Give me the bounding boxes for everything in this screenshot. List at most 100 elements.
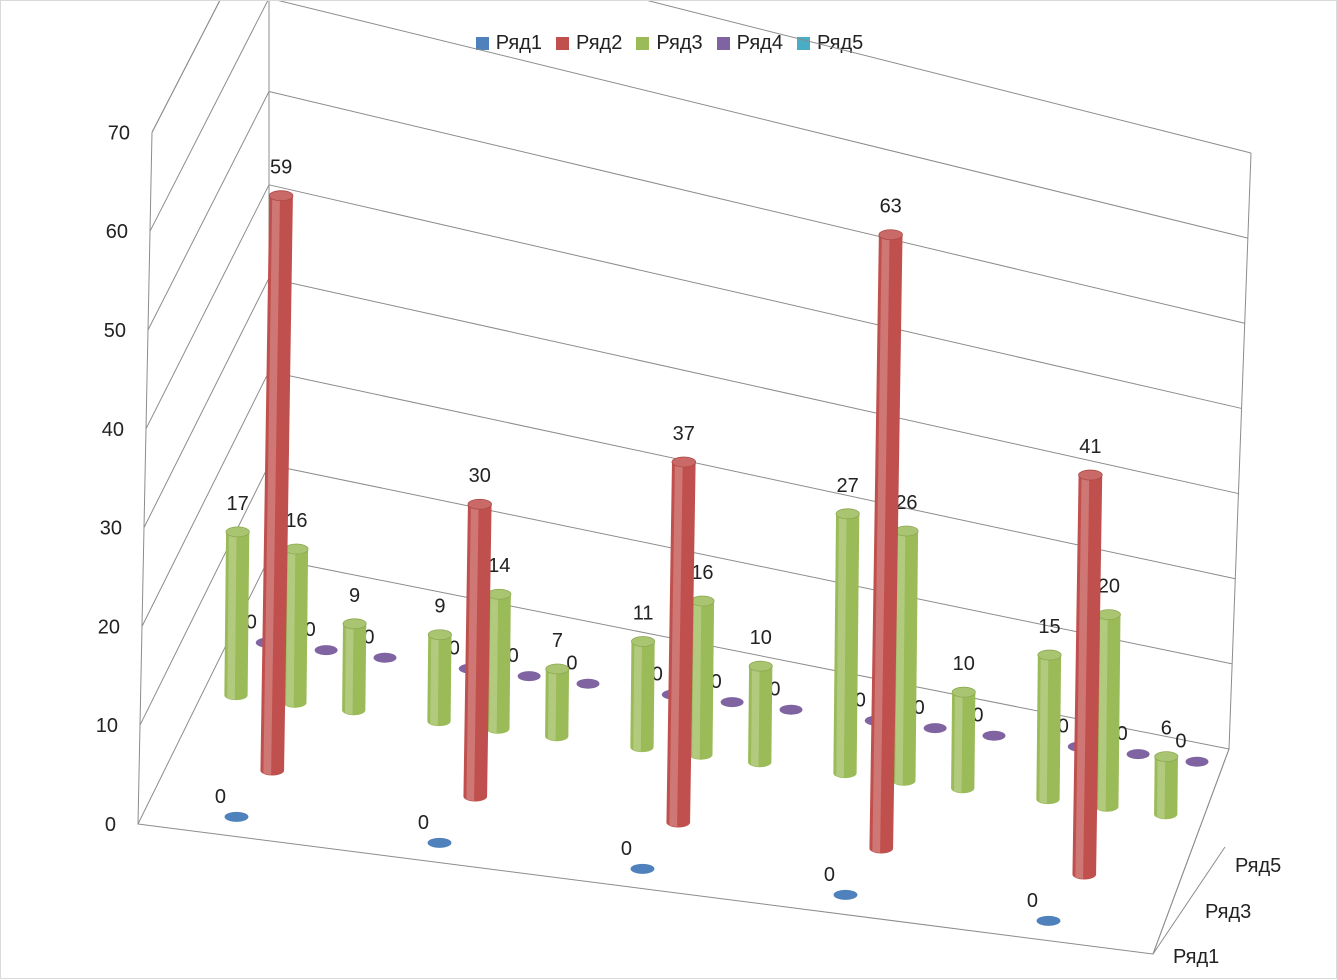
bar-highlight [895, 533, 906, 786]
data-label: 0 [711, 671, 722, 693]
bar-flat [720, 697, 744, 708]
bar-top [690, 595, 715, 607]
bar-ряд3: 11 [630, 603, 656, 753]
bar-ряд4: 0 [566, 653, 600, 689]
bar-flat [833, 889, 858, 900]
legend-label: Ряд3 [656, 32, 703, 54]
bar-highlight [1075, 478, 1090, 879]
y-tick-label: 30 [100, 518, 122, 540]
depth-tick-label: Ряд5 [1235, 855, 1281, 877]
bar-flat [1185, 756, 1209, 767]
back-gridline [268, 277, 1239, 495]
depth-axis-line [1152, 846, 1226, 955]
bar-flat [224, 811, 249, 822]
bar-ряд3: 6 [1154, 718, 1179, 820]
legend-item-ряд5: Ряд5 [796, 32, 863, 55]
legend-label: Ряд1 [495, 32, 543, 54]
data-label: 30 [469, 465, 491, 487]
back-wall-edge-right [1228, 152, 1252, 750]
data-label: 0 [566, 653, 577, 675]
data-label: 17 [227, 493, 249, 515]
bar-flat [576, 678, 600, 689]
bar-ряд4: 0 [972, 705, 1006, 741]
bar-highlight [430, 637, 439, 726]
bar-highlight [489, 597, 499, 734]
bar-ряд4: 0 [508, 645, 541, 682]
data-label: 16 [691, 562, 713, 584]
side-gridline [145, 184, 270, 430]
bar-flat [373, 652, 397, 663]
data-label: 0 [305, 619, 316, 641]
data-label: 0 [824, 864, 835, 886]
data-label: 20 [1098, 576, 1120, 598]
data-label: 27 [837, 475, 859, 497]
side-gridline [141, 371, 270, 627]
bar-ряд4: 0 [914, 697, 947, 734]
bar-ряд4: 0 [1117, 723, 1150, 760]
bar-highlight [344, 626, 354, 715]
data-label: 0 [418, 812, 429, 834]
bar-ряд4: 0 [711, 671, 744, 708]
bar-highlight [633, 644, 642, 752]
bar-flat [779, 704, 803, 715]
y-tick-label: 50 [104, 320, 126, 342]
bar-top [1078, 469, 1103, 481]
bar-ряд4: 0 [363, 627, 397, 663]
data-label: 14 [488, 555, 510, 577]
bar-ряд2: 41 [1072, 436, 1103, 880]
bar-top [342, 618, 367, 630]
bar-flat [427, 837, 452, 848]
legend-label: Ряд4 [736, 32, 783, 54]
data-label: 9 [349, 585, 360, 607]
legend-swatch [475, 37, 489, 50]
data-label: 0 [855, 690, 866, 712]
bar-highlight [1039, 658, 1049, 804]
bar-highlight [953, 695, 963, 793]
data-label: 0 [1027, 890, 1038, 912]
bar-flat [923, 723, 947, 734]
back-gridline [268, 464, 1233, 665]
depth-tick-label: Ряд3 [1205, 901, 1251, 923]
data-label: 0 [914, 697, 925, 719]
data-label: 11 [633, 603, 654, 625]
bar-ряд1: 0 [621, 838, 655, 874]
data-label: 16 [285, 510, 307, 532]
bar-top [545, 663, 570, 675]
data-label: 0 [621, 838, 632, 860]
bar-top [467, 498, 492, 510]
bar-ряд3: 9 [342, 585, 367, 716]
bar-highlight [872, 237, 890, 853]
bar-ряд3: 26 [892, 492, 919, 786]
bar-ряд1: 0 [1027, 890, 1061, 926]
data-label: 9 [434, 596, 445, 618]
back-gridline [278, 1, 1248, 239]
bar-top [951, 686, 976, 698]
bar-top [284, 543, 309, 555]
bar-ряд3: 9 [427, 596, 452, 727]
back-gridline [268, 91, 1245, 324]
legend-swatch [556, 37, 570, 50]
bar-ряд3: 20 [1095, 576, 1121, 812]
legend: Ряд1 Ряд2 Ряд3 Ряд4 Ряд5 [1, 32, 1337, 55]
bar-highlight [750, 669, 760, 767]
back-gridline [268, 370, 1236, 580]
bar-flat [314, 645, 338, 656]
bar-ряд3: 16 [689, 562, 715, 760]
bar-top [1037, 649, 1062, 661]
data-label: 0 [1058, 716, 1069, 738]
legend-swatch [716, 37, 730, 50]
bar-highlight [692, 604, 702, 760]
bar-flat [982, 730, 1006, 741]
data-label: 63 [880, 196, 902, 218]
y-tick-label: 40 [102, 419, 124, 441]
bar-ряд3: 14 [486, 555, 512, 734]
data-label: 0 [215, 786, 226, 808]
floor-right-edge [1152, 748, 1230, 955]
y-tick-label: 20 [98, 616, 120, 638]
back-gridline [647, 1, 1252, 154]
bar-ряд2: 37 [666, 423, 697, 828]
bar-ряд1: 0 [418, 812, 452, 848]
data-label: 59 [270, 157, 292, 179]
